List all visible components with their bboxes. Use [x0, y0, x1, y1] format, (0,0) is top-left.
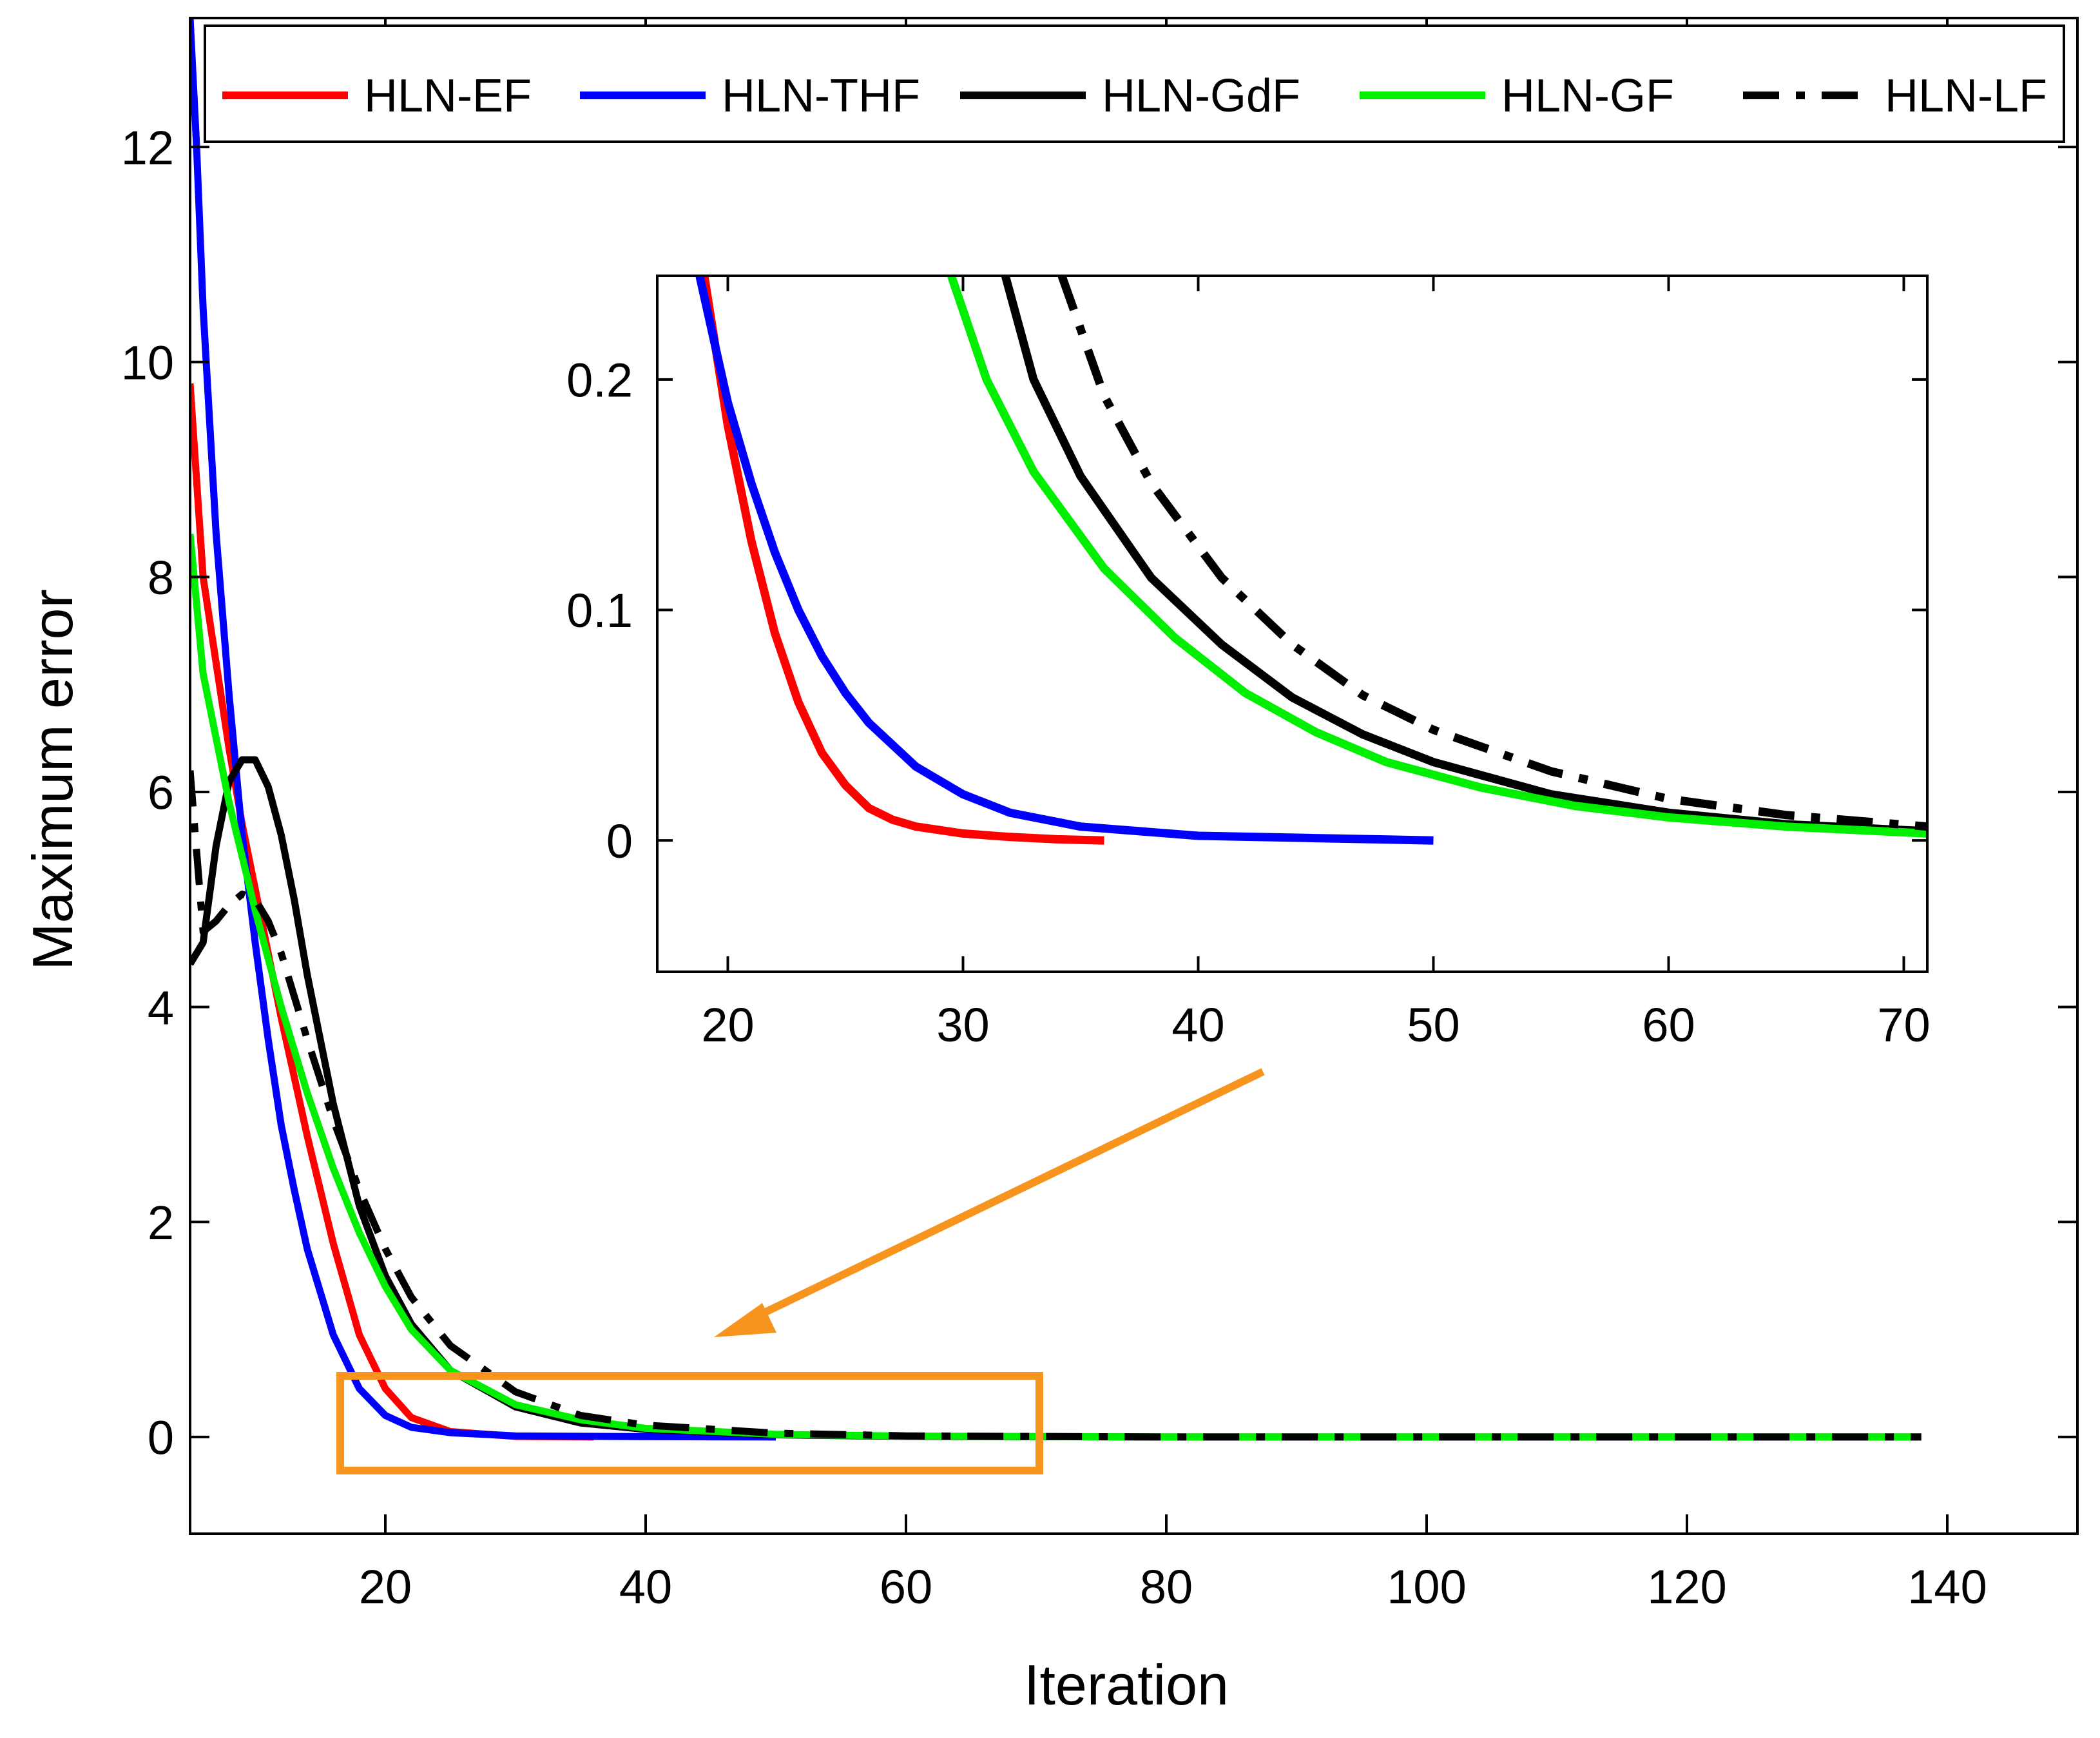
main-xtick-label: 100: [1387, 1560, 1466, 1614]
inset-series-hln-gdf: [1001, 276, 1927, 836]
inset-ytick-label: 0: [606, 815, 633, 868]
main-ytick-label: 8: [148, 551, 174, 604]
inset-plot: 20 30 40 50 60 70 0 0.1 0.2: [566, 275, 1931, 1052]
zoom-highlight-box: [336, 1372, 1043, 1474]
inset-ytick-label: 0.1: [566, 584, 633, 637]
zoom-arrowhead: [714, 1303, 776, 1337]
inset-xtick-label: 40: [1171, 998, 1224, 1052]
inset-ytick-label: 0.2: [566, 354, 633, 407]
legend-label-hln-ef: HLN-EF: [364, 70, 532, 122]
main-xtick-label: 140: [1907, 1560, 1987, 1614]
inset-series-hln-lf: [1057, 276, 1927, 831]
main-series-hln-lf: [190, 770, 1922, 1441]
main-x-axis-label: Iteration: [1024, 1653, 1229, 1717]
inset-ticks-group: 20 30 40 50 60 70 0 0.1 0.2: [566, 276, 1931, 1052]
inset-series-group: [695, 276, 1927, 845]
main-ytick-label: 10: [121, 336, 174, 389]
legend: HLN-EF HLN-THF HLN-GdF HLN-GF HLN-LF: [204, 24, 2065, 143]
main-ytick-label: 0: [148, 1411, 174, 1465]
zoom-arrow-line: [742, 1068, 1265, 1326]
main-xtick-label: 40: [619, 1560, 672, 1614]
inset-series-hln-gf: [947, 276, 1927, 838]
main-ytick-label: 12: [121, 121, 174, 175]
main-ytick-label: 6: [148, 766, 174, 820]
inset-series-hln-ef: [700, 276, 1104, 845]
inset-xtick-label: 30: [936, 998, 989, 1052]
main-xtick-label: 20: [359, 1560, 412, 1614]
inset-xtick-label: 50: [1407, 998, 1459, 1052]
legend-label-hln-thf: HLN-THF: [722, 70, 920, 122]
main-plot: 20 40 60 80 100 120 140 0 2 4 6 8 10 12 Iteration Max…: [21, 17, 2079, 1717]
inset-xtick-label: 60: [1642, 998, 1695, 1052]
legend-items: HLN-EF HLN-THF HLN-GdF HLN-GF HLN-LF: [222, 70, 2047, 122]
legend-box: [204, 24, 2065, 143]
main-xtick-label: 60: [880, 1560, 932, 1614]
main-ticks-group: 20 40 60 80 100 120 140 0 2 4 6 8 10 12: [121, 18, 2077, 1614]
main-ytick-label: 4: [148, 981, 174, 1034]
main-series-hln-thf: [190, 18, 776, 1441]
main-xtick-label: 120: [1647, 1560, 1726, 1614]
legend-label-hln-lf: HLN-LF: [1885, 70, 2047, 122]
legend-label-hln-gdf: HLN-GdF: [1102, 70, 1300, 122]
main-series-group: [190, 18, 1922, 1441]
inset-xtick-label: 20: [701, 998, 754, 1052]
main-ytick-label: 2: [148, 1196, 174, 1250]
main-y-axis-label: Maximum error: [21, 589, 84, 970]
inset-background: [657, 276, 1927, 972]
inset-axes-box: [656, 275, 1929, 973]
inset-series-hln-thf: [695, 276, 1434, 845]
main-xtick-label: 80: [1140, 1560, 1193, 1614]
legend-label-hln-gf: HLN-GF: [1501, 70, 1674, 122]
main-series-hln-ef: [190, 383, 594, 1441]
inset-xtick-label: 70: [1877, 998, 1930, 1052]
main-axes-box: [189, 17, 2079, 1535]
